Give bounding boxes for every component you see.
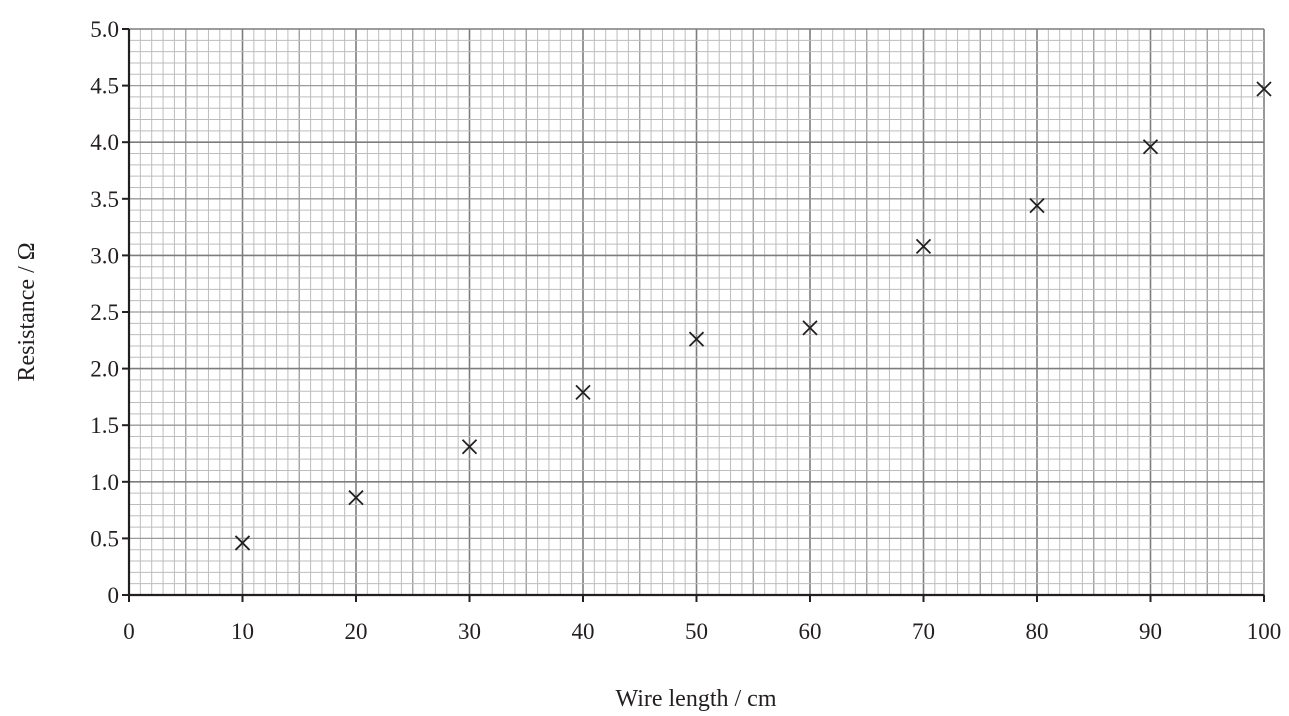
data-point <box>1029 197 1045 214</box>
y-tick-label: 3.5 <box>90 187 119 212</box>
data-points <box>234 81 1272 551</box>
y-tick-label: 5.0 <box>90 17 119 42</box>
x-tick-label: 100 <box>1247 619 1282 644</box>
data-point <box>461 439 478 455</box>
x-tick-label: 50 <box>685 619 708 644</box>
data-point <box>234 535 251 551</box>
x-tick-label: 60 <box>799 619 822 644</box>
data-point <box>1256 81 1272 97</box>
data-point-stroke <box>575 384 591 401</box>
data-point <box>688 331 705 347</box>
y-tick-label: 1.5 <box>90 413 119 438</box>
x-tick-label: 70 <box>912 619 935 644</box>
x-tick-label: 20 <box>345 619 368 644</box>
data-point-stroke <box>1142 139 1159 155</box>
x-tick-label: 10 <box>231 619 254 644</box>
x-tick-label: 30 <box>458 619 481 644</box>
data-point-stroke <box>234 535 251 551</box>
y-tick-label: 4.0 <box>90 130 119 155</box>
x-ticks: 0 10 20 30 40 50 60 70 80 90 100 <box>123 595 1281 644</box>
y-tick-label: 1.0 <box>90 470 119 495</box>
y-tick-label: 3.0 <box>90 243 119 268</box>
data-point <box>348 490 364 506</box>
data-point-stroke <box>1256 81 1272 97</box>
data-point-stroke <box>1029 197 1045 214</box>
data-point <box>802 320 818 336</box>
y-tick-label: 4.5 <box>90 74 119 99</box>
data-point-stroke <box>348 490 364 506</box>
grid <box>128 28 1265 596</box>
data-point-stroke <box>915 238 932 254</box>
y-tick-label: 0 <box>108 583 120 608</box>
x-tick-label: 40 <box>572 619 595 644</box>
y-ticks: 0 0.5 1.0 1.5 2.0 2.5 3.0 3.5 4.0 4.5 5.0 <box>90 17 129 608</box>
x-tick-label: 0 <box>123 619 135 644</box>
data-point-stroke <box>802 320 818 336</box>
y-tick-label: 0.5 <box>90 526 119 551</box>
data-point-stroke <box>461 439 478 455</box>
data-point-stroke <box>688 331 705 347</box>
x-axis-title: Wire length / cm <box>616 686 777 712</box>
data-point <box>915 238 932 254</box>
y-axis-title: Resistance / Ω <box>14 242 40 381</box>
y-tick-label: 2.5 <box>90 300 119 325</box>
data-point <box>575 384 591 401</box>
data-point <box>1142 139 1159 155</box>
x-tick-label: 80 <box>1026 619 1049 644</box>
y-tick-label: 2.0 <box>90 357 119 382</box>
x-tick-label: 90 <box>1139 619 1162 644</box>
